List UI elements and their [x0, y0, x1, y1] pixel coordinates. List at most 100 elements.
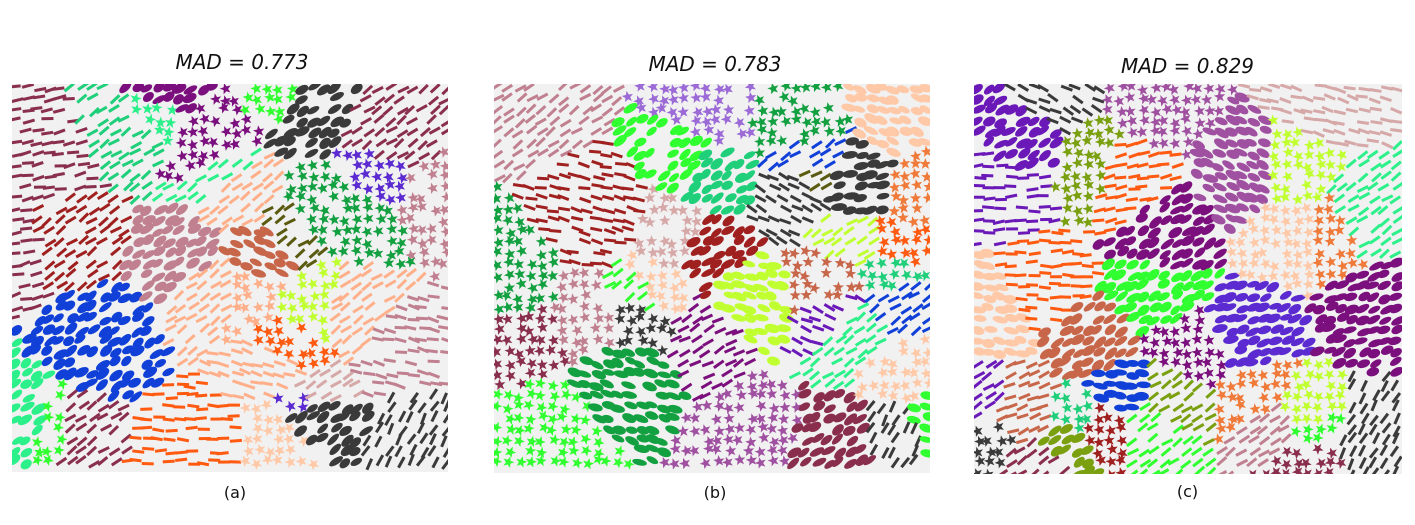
texture-element: [767, 454, 779, 467]
texture-element: [12, 314, 21, 321]
texture-element: [615, 161, 628, 167]
texture-element: [175, 104, 189, 113]
texture-element: [689, 322, 701, 333]
texture-element: [349, 202, 361, 214]
texture-element: [1270, 455, 1282, 467]
texture-element: [120, 271, 132, 282]
texture-element: [843, 378, 856, 389]
texture-element: [1358, 240, 1371, 249]
texture-element: [23, 249, 36, 255]
texture-element: [372, 225, 384, 238]
texture-element: [219, 84, 231, 95]
texture-element: [1193, 370, 1205, 382]
texture-element: [981, 371, 993, 382]
texture-element: [1225, 169, 1240, 181]
texture-element: [866, 104, 879, 114]
texture-element: [1003, 347, 1018, 356]
texture-element: [633, 208, 646, 214]
texture-element: [678, 245, 691, 257]
texture-element: [230, 359, 244, 367]
texture-element: [1291, 414, 1303, 426]
texture-element: [522, 183, 535, 191]
texture-element: [1104, 249, 1116, 260]
texture-element: [516, 92, 528, 103]
texture-element: [983, 95, 996, 107]
texture-element: [1222, 292, 1237, 303]
texture-element: [623, 279, 635, 290]
texture-element: [1091, 324, 1102, 335]
texture-element: [833, 181, 846, 190]
texture-element: [442, 446, 448, 458]
texture-element: [364, 301, 376, 311]
texture-element: [352, 304, 364, 314]
texture-element: [75, 455, 87, 465]
texture-element: [54, 389, 67, 401]
texture-element: [176, 150, 188, 162]
texture-element: [558, 103, 570, 114]
texture-element: [1257, 449, 1271, 458]
texture-element: [1018, 371, 1031, 380]
texture-element: [272, 414, 284, 426]
texture-element: [1156, 126, 1168, 138]
texture-element: [1215, 359, 1228, 371]
texture-element: [285, 413, 298, 423]
texture-element: [1302, 259, 1314, 272]
texture-element: [810, 84, 821, 93]
texture-element: [259, 226, 274, 237]
texture-element: [1038, 446, 1050, 457]
texture-element: [578, 115, 590, 126]
texture-element: [438, 97, 448, 106]
texture-element: [238, 302, 250, 314]
texture-element: [1115, 184, 1128, 191]
texture-element: [757, 369, 769, 381]
texture-element: [297, 349, 310, 361]
texture-element: [580, 445, 593, 457]
texture-element: [1333, 86, 1347, 95]
texture-element: [1114, 404, 1128, 412]
texture-element: [110, 246, 122, 257]
texture-element: [1103, 380, 1118, 387]
texture-element: [210, 417, 223, 421]
texture-element: [98, 326, 112, 338]
texture-element: [416, 224, 428, 236]
texture-element: [426, 182, 438, 195]
texture-element: [220, 139, 233, 151]
texture-element: [1003, 382, 1016, 389]
texture-element: [1015, 205, 1028, 210]
texture-element: [108, 116, 121, 126]
texture-element: [733, 117, 746, 129]
texture-element: [1136, 126, 1148, 138]
texture-element: [218, 351, 231, 357]
texture-element: [556, 324, 568, 337]
texture-element: [370, 273, 383, 281]
texture-element: [1235, 292, 1249, 302]
texture-element: [811, 140, 823, 150]
texture-element: [1157, 162, 1170, 167]
texture-element: [1247, 335, 1261, 346]
texture-element: [746, 181, 758, 192]
texture-element: [350, 84, 363, 95]
texture-element: [579, 92, 592, 101]
texture-element: [431, 456, 440, 469]
texture-element: [1260, 381, 1271, 393]
texture-element: [1257, 105, 1270, 110]
texture-element: [1379, 444, 1388, 457]
texture-element: [407, 160, 420, 169]
texture-element: [1168, 391, 1181, 400]
texture-element: [1047, 455, 1060, 465]
texture-element: [590, 194, 603, 201]
texture-element: [371, 281, 384, 290]
texture-element: [1237, 84, 1251, 89]
texture-element: [165, 116, 177, 129]
texture-element: [899, 179, 911, 192]
texture-element: [1380, 170, 1392, 180]
texture-element: [32, 454, 44, 466]
texture-element: [1312, 234, 1324, 246]
texture-element: [1391, 399, 1400, 412]
texture-element: [1279, 84, 1293, 91]
texture-element: [1355, 270, 1370, 279]
texture-element: [691, 334, 703, 344]
texture-element: [809, 447, 825, 457]
texture-element: [567, 171, 580, 178]
texture-element: [643, 191, 656, 204]
